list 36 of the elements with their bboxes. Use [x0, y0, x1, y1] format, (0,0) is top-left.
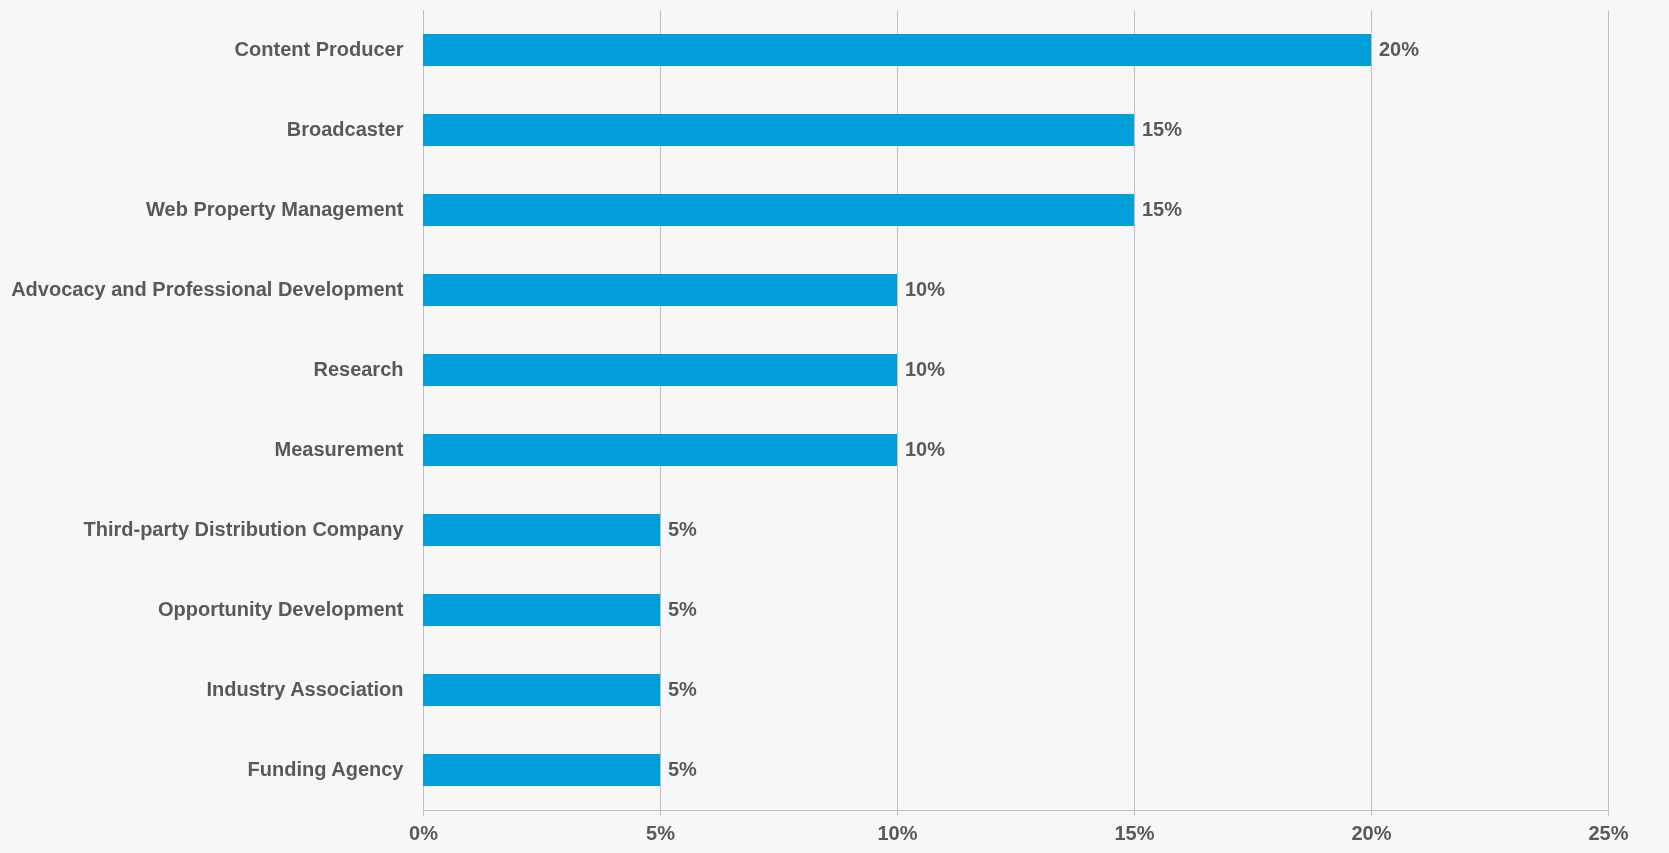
data-label: 15% [1142, 118, 1183, 140]
data-label: 10% [905, 278, 946, 300]
y-tick-label: Broadcaster [286, 118, 404, 140]
x-tick-label: 20% [1351, 821, 1392, 844]
data-label: 10% [905, 438, 946, 460]
y-tick-label: Web Property Management [146, 198, 404, 220]
bar [423, 354, 897, 386]
data-label: 15% [1142, 198, 1183, 220]
bar [423, 594, 660, 626]
y-tick-label: Research [313, 358, 404, 380]
y-tick-label: Funding Agency [247, 758, 405, 780]
y-tick-label: Content Producer [234, 38, 404, 60]
x-tick-label: 0% [409, 821, 439, 844]
y-tick-label: Measurement [274, 438, 404, 460]
bar [423, 674, 660, 706]
data-label: 10% [905, 358, 946, 380]
bar [423, 274, 897, 306]
x-tick-label: 10% [877, 821, 918, 844]
bar [423, 434, 897, 466]
bar [423, 514, 660, 546]
bar [423, 754, 660, 786]
data-label: 5% [668, 758, 698, 780]
bar [423, 114, 1134, 146]
bar [423, 34, 1371, 66]
x-tick-label: 25% [1588, 821, 1629, 844]
data-label: 5% [668, 518, 698, 540]
y-tick-label: Advocacy and Professional Development [11, 278, 404, 300]
y-tick-label: Third-party Distribution Company [83, 518, 405, 540]
data-label: 5% [668, 678, 698, 700]
y-tick-label: Opportunity Development [157, 598, 404, 620]
bar [423, 194, 1134, 226]
data-label: 20% [1379, 38, 1420, 60]
x-tick-label: 5% [646, 821, 676, 844]
y-tick-label: Industry Association [206, 678, 404, 700]
x-tick-label: 15% [1114, 821, 1155, 844]
data-label: 5% [668, 598, 698, 620]
